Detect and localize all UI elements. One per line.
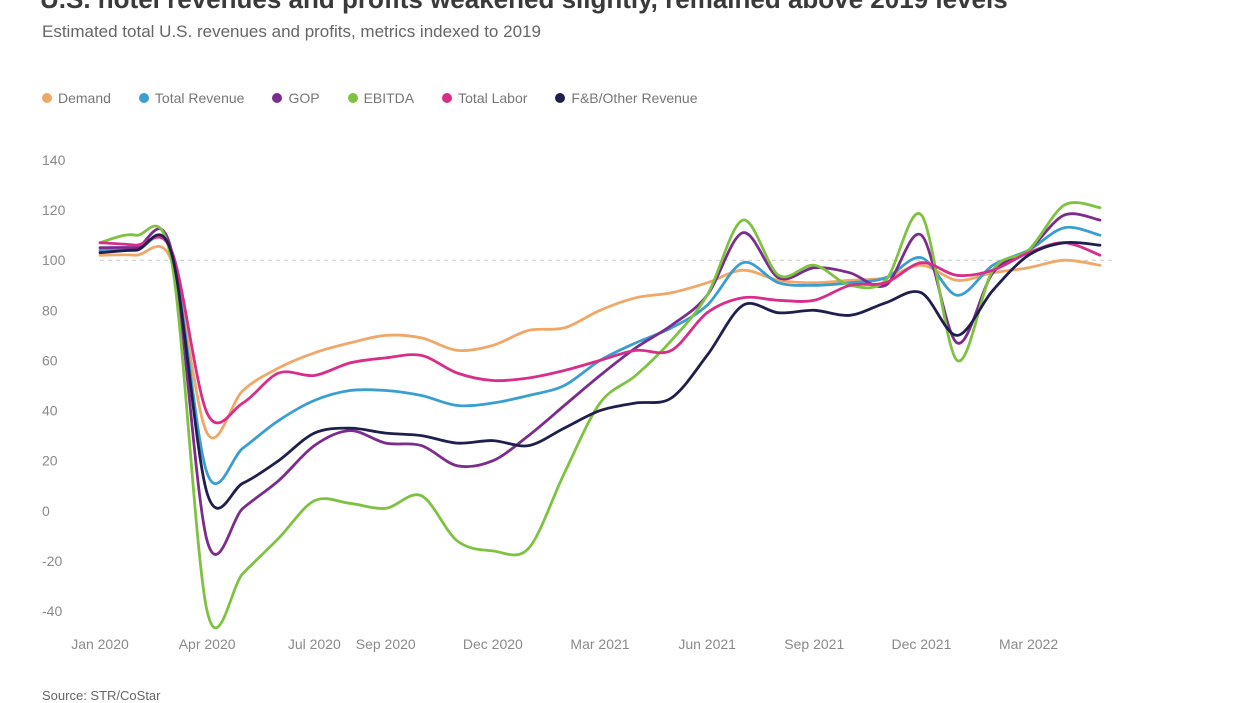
y-tick-label: 0 bbox=[42, 503, 50, 519]
legend-swatch bbox=[42, 93, 52, 103]
legend-swatch bbox=[138, 93, 149, 103]
x-tick-label: Sep 2020 bbox=[356, 636, 416, 652]
y-tick-label: 60 bbox=[42, 352, 58, 368]
x-tick-label: Dec 2020 bbox=[463, 636, 523, 652]
series-line-gop bbox=[98, 212, 1102, 556]
y-tick-label: 20 bbox=[42, 453, 58, 469]
x-tick-label: Mar 2021 bbox=[570, 636, 629, 652]
y-tick-label: -20 bbox=[42, 553, 62, 569]
legend-item-gop: GOP bbox=[272, 90, 320, 106]
x-tick-label: Jul 2020 bbox=[288, 636, 341, 652]
chart-title: U.S. hotel revenues and profits weakened… bbox=[40, 0, 1008, 15]
y-tick-label: 140 bbox=[42, 152, 66, 168]
y-tick-label: 120 bbox=[42, 202, 66, 218]
x-tick-label: Sep 2021 bbox=[784, 636, 844, 652]
legend-item-f-b-other-revenue: F&B/Other Revenue bbox=[555, 90, 697, 106]
x-tick-label: Jan 2020 bbox=[71, 636, 129, 652]
x-tick-label: Apr 2020 bbox=[179, 636, 236, 652]
series-line-demand bbox=[98, 245, 1102, 440]
chart-subtitle: Estimated total U.S. revenues and profit… bbox=[42, 22, 541, 41]
legend-swatch bbox=[555, 93, 566, 103]
legend-label: Total Revenue bbox=[154, 90, 245, 106]
series-line-f-b-other-revenue bbox=[98, 233, 1102, 510]
legend-item-total-labor: Total Labor bbox=[442, 90, 527, 106]
legend-swatch bbox=[272, 93, 283, 103]
x-tick-label: Jun 2021 bbox=[678, 636, 736, 652]
legend-item-ebitda: EBITDA bbox=[347, 90, 415, 106]
y-tick-label: -40 bbox=[42, 603, 62, 619]
series-line-total-labor bbox=[98, 235, 1102, 425]
y-tick-label: 100 bbox=[42, 252, 66, 268]
legend-label: Total Labor bbox=[458, 90, 528, 106]
series-line-ebitda bbox=[98, 201, 1102, 630]
legend-label: GOP bbox=[288, 90, 320, 106]
series-line-total-revenue bbox=[98, 225, 1102, 485]
legend-swatch bbox=[347, 93, 358, 103]
legend-label: EBITDA bbox=[363, 90, 415, 106]
legend-label: F&B/Other Revenue bbox=[571, 90, 698, 106]
source-note: Source: STR/CoStar bbox=[42, 688, 161, 703]
y-tick-label: 80 bbox=[42, 302, 58, 318]
x-tick-label: Dec 2021 bbox=[891, 636, 951, 652]
legend-item-demand: Demand bbox=[42, 90, 111, 106]
y-tick-label: 40 bbox=[42, 403, 58, 419]
legend-label: Demand bbox=[58, 90, 111, 106]
legend-swatch bbox=[442, 93, 453, 103]
legend-item-total-revenue: Total Revenue bbox=[138, 90, 245, 106]
x-tick-label: Mar 2022 bbox=[999, 636, 1058, 652]
legend: Demand Total Revenue GOP EBITDA Total Labor F… bbox=[42, 90, 697, 106]
